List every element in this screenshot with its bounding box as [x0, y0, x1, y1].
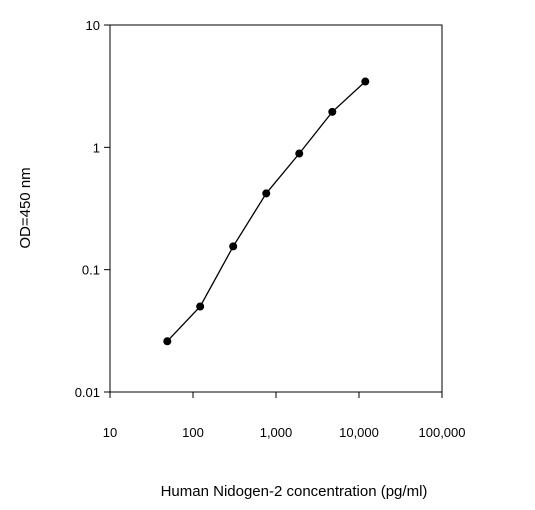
- data-point: [163, 337, 172, 346]
- y-axis-ticks: 10 1 0.1 0.01: [75, 18, 110, 400]
- data-point: [229, 242, 238, 251]
- plot-area: [109, 24, 443, 393]
- data-point: [196, 302, 205, 311]
- x-tick-label: 1,000: [260, 425, 293, 440]
- x-axis-label: Human Nidogen-2 concentration (pg/ml): [161, 483, 428, 500]
- data-point: [361, 77, 370, 86]
- x-tick-label: 100,000: [419, 425, 466, 440]
- data-point: [328, 107, 337, 116]
- y-tick-label: 0.01: [75, 385, 100, 400]
- data-point: [262, 189, 271, 198]
- data-point: [295, 149, 304, 158]
- y-tick-label: 1: [93, 140, 100, 155]
- x-tick-label: 10,000: [339, 425, 379, 440]
- y-axis-label: OD=450 nm: [17, 167, 34, 248]
- series-line: [166, 81, 366, 342]
- series-layer: [163, 77, 370, 346]
- y-tick-label: 0.1: [82, 263, 100, 278]
- y-tick-label: 10: [86, 18, 100, 33]
- x-tick-label: 100: [182, 425, 204, 440]
- x-tick-label: 10: [103, 425, 117, 440]
- x-axis-ticks: 10 100 1,000 10,000 100,000: [103, 392, 466, 440]
